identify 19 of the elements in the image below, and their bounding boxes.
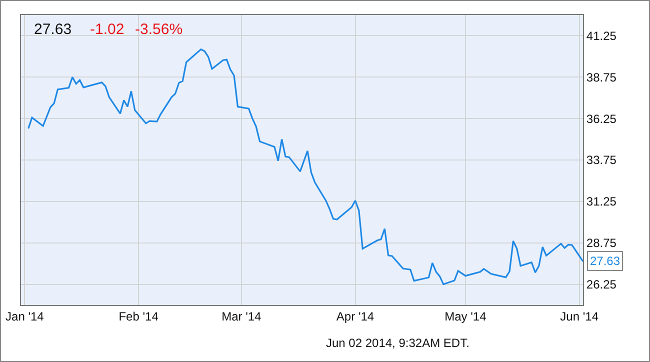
x-tick-label: Mar '14 bbox=[222, 309, 262, 324]
y-tick-label: 31.25 bbox=[586, 194, 617, 209]
y-tick-label: 41.25 bbox=[586, 28, 617, 43]
x-tick-label: May '14 bbox=[444, 309, 487, 324]
y-tick-label: 28.75 bbox=[586, 236, 617, 250]
text: Jun 02 2014, 9:32AM EDT. bbox=[326, 336, 470, 350]
line-series bbox=[28, 48, 583, 286]
y-tick-label: 33.75 bbox=[586, 153, 617, 168]
x-tick-label: Feb '14 bbox=[118, 309, 159, 324]
annotation: -1.02 bbox=[90, 21, 124, 38]
annotation: 27.63 bbox=[34, 21, 72, 38]
y-tick-label: 36.25 bbox=[586, 112, 617, 126]
annotation: 27.63 bbox=[590, 254, 620, 268]
x-tick-label: Jun '14 bbox=[560, 309, 599, 324]
y-tick-label: 38.75 bbox=[586, 70, 617, 84]
y-tick-label: 26.25 bbox=[586, 277, 617, 292]
x-tick-label: Jan '14 bbox=[6, 309, 44, 324]
x-tick-label: Apr '14 bbox=[336, 309, 374, 324]
annotation: -3.56% bbox=[135, 21, 183, 38]
